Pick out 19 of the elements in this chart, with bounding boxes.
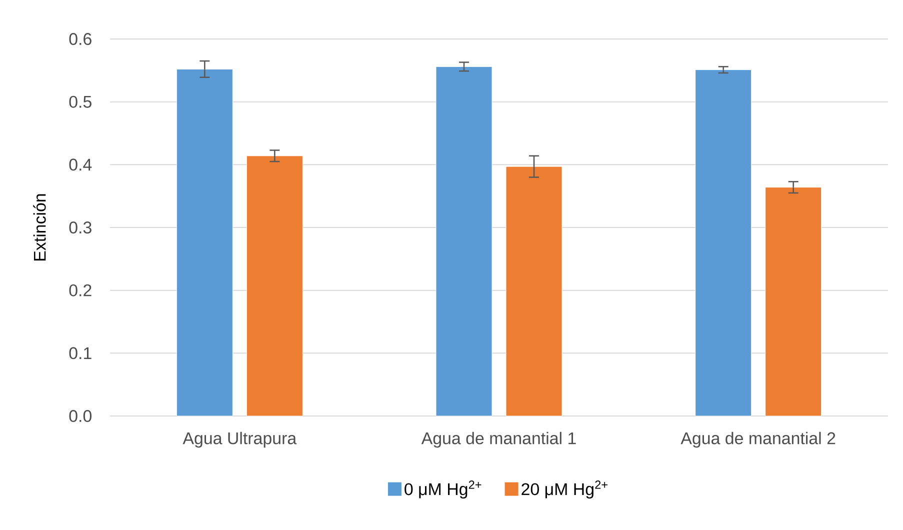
y-tick-label: 0.4 — [69, 158, 92, 171]
bar — [695, 70, 752, 416]
y-tick-label: 0.1 — [69, 347, 92, 360]
x-tick-label: Agua de manantial 1 — [421, 432, 576, 448]
bar — [506, 166, 562, 416]
y-tick-label: 0.5 — [69, 96, 92, 108]
y-tick-label: 0.6 — [69, 33, 92, 46]
x-tick-label: Agua de manantial 2 — [680, 432, 836, 448]
bar — [765, 187, 822, 416]
y-axis-title: Extinción — [33, 194, 46, 260]
bar — [246, 156, 303, 416]
y-tick-label: 0.0 — [69, 410, 92, 422]
x-tick-label: Agua Ultrapura — [182, 432, 297, 448]
bar — [436, 66, 492, 416]
legend-label: 0 μM Hg$^{2+}$ — [404, 480, 482, 499]
legend-label: 20 μM Hg$^{2+}$ — [522, 480, 608, 499]
y-tick-label: 0.3 — [69, 222, 92, 234]
y-tick-label: 0.2 — [69, 284, 92, 296]
bar — [176, 68, 233, 416]
